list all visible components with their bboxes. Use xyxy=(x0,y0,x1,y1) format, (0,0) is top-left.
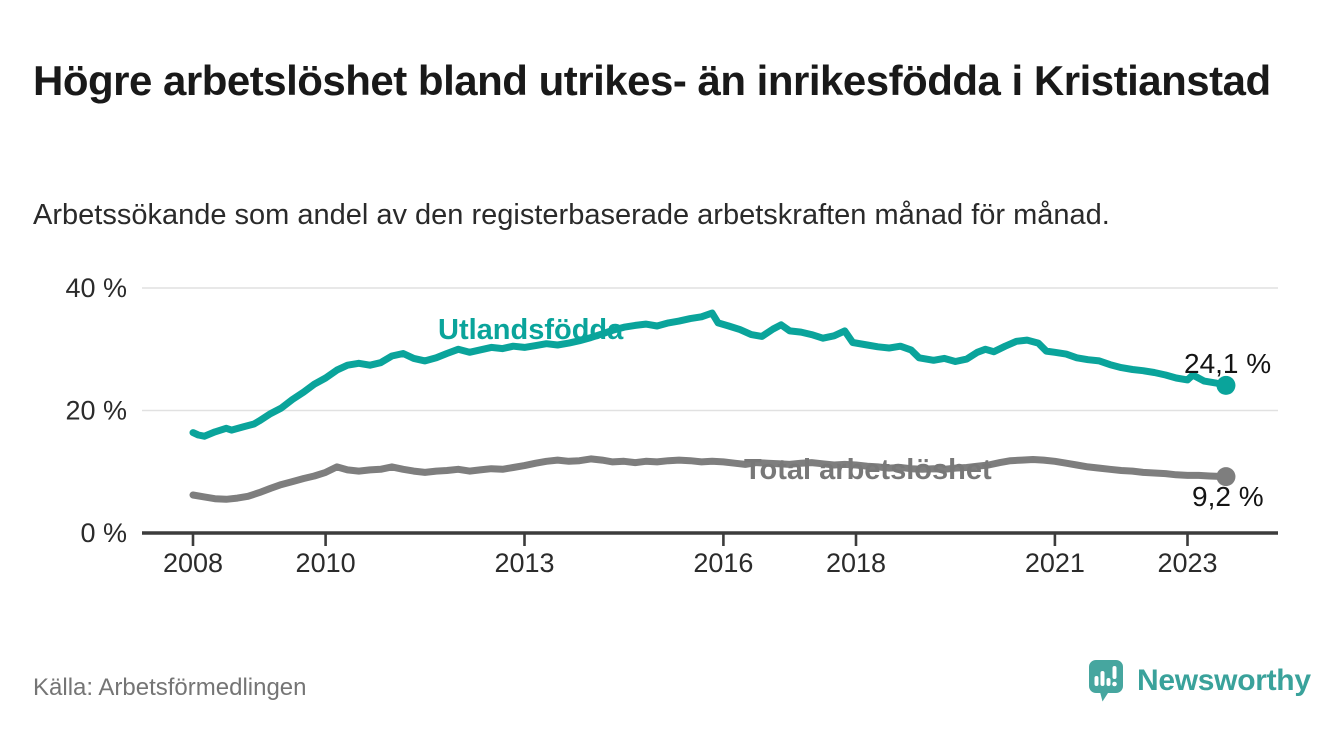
series-end-dot-1 xyxy=(1216,467,1236,487)
series-line-1 xyxy=(189,455,1230,503)
series-line-0 xyxy=(189,309,1230,440)
series-lines xyxy=(189,309,1236,503)
x-tick-label-2010: 2010 xyxy=(296,548,356,578)
x-axis: 2008 2010 2013 2016 2018 2021 2023 xyxy=(142,531,1278,578)
y-tick-label-0: 0 % xyxy=(80,518,127,548)
end-value-label-total: 9,2 % xyxy=(1192,481,1264,512)
y-tick-label-20: 20 % xyxy=(65,396,127,426)
y-tick-label-40: 40 % xyxy=(65,273,127,303)
page-title: Högre arbetslöshet bland utrikes- än inr… xyxy=(33,57,1271,105)
bar-chart-speech-bubble-icon xyxy=(1089,660,1123,702)
brand-name: Newsworthy xyxy=(1137,664,1311,697)
x-tick-label-2018: 2018 xyxy=(826,548,886,578)
series-end-dot-0 xyxy=(1216,375,1236,395)
x-tick-label-2016: 2016 xyxy=(693,548,753,578)
end-value-label-utlandsfodda: 24,1 % xyxy=(1184,348,1272,379)
x-tick-label-2021: 2021 xyxy=(1025,548,1085,578)
series-label-utlandsfodda: Utlandsfödda xyxy=(438,314,624,346)
source-note: Källa: Arbetsförmedlingen xyxy=(33,674,307,701)
x-tick-label-2013: 2013 xyxy=(494,548,554,578)
gridlines: 0 % 20 % 40 % xyxy=(65,273,1278,548)
x-tick-label-2008: 2008 xyxy=(163,548,223,578)
chart-subtitle: Arbetssökande som andel av den registerb… xyxy=(33,199,1110,231)
series-label-total-arbetsloshet: Total arbetslöshet xyxy=(744,454,992,486)
x-tick-label-2023: 2023 xyxy=(1157,548,1217,578)
newsworthy-logo: Newsworthy xyxy=(1088,659,1311,703)
